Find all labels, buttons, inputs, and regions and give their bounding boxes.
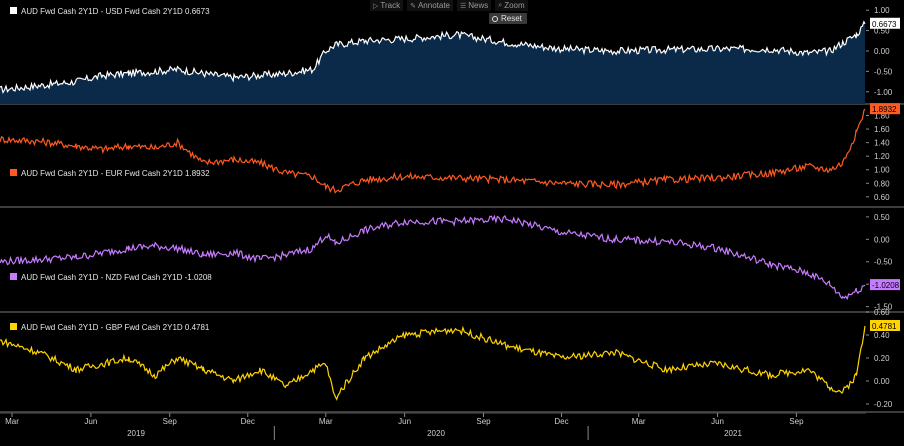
y-tick-label: -1.50 bbox=[874, 303, 893, 312]
y-tick-label: 0.00 bbox=[874, 377, 890, 386]
x-tick-label: Sep bbox=[163, 417, 178, 426]
y-tick-label: -0.50 bbox=[874, 67, 893, 76]
chart-panel-2: 1.80 1.60 1.40 1.20 1.00 0.80 0.60 1.8932 AUD Fw… bbox=[0, 103, 904, 208]
y-tick-label: 0.60 bbox=[874, 193, 890, 202]
x-tick-label: Mar bbox=[632, 417, 646, 426]
y-tick-label: 0.40 bbox=[874, 331, 890, 340]
last-value-label: 1.8932 bbox=[872, 105, 897, 114]
news-label: News bbox=[468, 1, 489, 10]
series-line bbox=[0, 20, 866, 95]
y-tick-label: 0.80 bbox=[874, 179, 890, 188]
y-tick-label: 1.20 bbox=[874, 152, 890, 161]
y-tick-label: -1.00 bbox=[874, 88, 893, 97]
x-tick-label: Jun bbox=[711, 417, 724, 426]
news-button[interactable]: ☰ News bbox=[457, 0, 492, 11]
series-line bbox=[0, 325, 866, 401]
last-value-label: -1.0208 bbox=[872, 281, 900, 290]
x-tick-label: Dec bbox=[241, 417, 255, 426]
y-tick-label: 1.80 bbox=[874, 112, 890, 121]
legend-label: AUD Fwd Cash 2Y1D - USD Fwd Cash 2Y1D 0.… bbox=[21, 7, 210, 16]
legend-swatch bbox=[10, 169, 17, 176]
legend-label: AUD Fwd Cash 2Y1D - GBP Fwd Cash 2Y1D 0.… bbox=[21, 323, 210, 332]
legend-label: AUD Fwd Cash 2Y1D - NZD Fwd Cash 2Y1D -1… bbox=[21, 273, 212, 282]
annotate-button[interactable]: ✎ Annotate bbox=[407, 0, 453, 11]
legend-swatch bbox=[10, 273, 17, 280]
annotate-label: Annotate bbox=[417, 1, 450, 10]
x-tick-label: Jun bbox=[398, 417, 411, 426]
x-tick-label: Sep bbox=[789, 417, 804, 426]
reset-button[interactable]: Reset bbox=[489, 13, 527, 24]
last-value-badge bbox=[870, 279, 900, 291]
chart-panel-4: 0.60 0.40 0.20 0.00 -0.20 0.4781 AUD Fwd Cash … bbox=[0, 308, 904, 413]
chart-toolbar: ▷ Track ✎ Annotate ☰ News ⌕ Zoom bbox=[370, 0, 528, 12]
y-tick-label: 1.00 bbox=[874, 6, 890, 15]
y-tick-label: 1.00 bbox=[874, 166, 890, 175]
y-tick-label: 1.40 bbox=[874, 139, 890, 148]
year-label: 2020 bbox=[427, 429, 445, 438]
y-tick-label: -0.20 bbox=[874, 400, 893, 409]
news-icon: ☰ bbox=[460, 2, 467, 10]
x-tick-label: Mar bbox=[5, 417, 19, 426]
annotate-icon: ✎ bbox=[410, 2, 416, 10]
zoom-button[interactable]: ⌕ Zoom bbox=[495, 0, 528, 11]
y-tick-label: 0.00 bbox=[874, 47, 890, 56]
track-label: Track bbox=[380, 1, 401, 10]
last-value-badge bbox=[870, 320, 900, 332]
last-value-badge bbox=[870, 103, 900, 115]
zoom-icon: ⌕ bbox=[498, 1, 503, 9]
y-tick-label: 0.50 bbox=[874, 213, 890, 222]
y-tick-label: 0.20 bbox=[874, 354, 890, 363]
x-tick-label: Sep bbox=[476, 417, 491, 426]
last-value-label: 0.4781 bbox=[872, 322, 897, 331]
track-button[interactable]: ▷ Track bbox=[370, 0, 404, 11]
year-label: 2021 bbox=[724, 429, 742, 438]
x-tick-label: Mar bbox=[319, 417, 333, 426]
legend-label: AUD Fwd Cash 2Y1D - EUR Fwd Cash 2Y1D 1.… bbox=[21, 169, 210, 178]
y-tick-label: -0.50 bbox=[874, 258, 893, 267]
y-tick-label: 1.60 bbox=[874, 125, 890, 134]
series-line bbox=[0, 214, 866, 301]
x-tick-label: Dec bbox=[554, 417, 568, 426]
y-tick-label: 0.60 bbox=[874, 308, 890, 317]
reset-label: Reset bbox=[501, 14, 522, 23]
y-tick-label: 0.00 bbox=[874, 235, 890, 244]
series-area bbox=[0, 21, 865, 104]
y-tick-label: 0.50 bbox=[874, 27, 890, 36]
track-icon: ▷ bbox=[373, 2, 379, 10]
last-value-label: 0.6673 bbox=[872, 20, 897, 29]
zoom-label: Zoom bbox=[504, 1, 525, 10]
reset-icon bbox=[492, 15, 498, 22]
year-label: 2019 bbox=[127, 429, 145, 438]
last-value-badge bbox=[870, 17, 900, 29]
chart-panel-1: 1.00 0.50 0.00 -0.50 -1.00 0.6673 AUD Fwd Cash… bbox=[0, 6, 904, 105]
legend-swatch bbox=[10, 7, 17, 14]
x-axis: Mar Jun Sep Dec Mar Jun Sep Dec Mar Jun Sep 2019 202… bbox=[0, 412, 866, 440]
x-tick-label: Jun bbox=[84, 417, 97, 426]
series-line bbox=[0, 108, 866, 194]
legend-swatch bbox=[10, 323, 17, 330]
